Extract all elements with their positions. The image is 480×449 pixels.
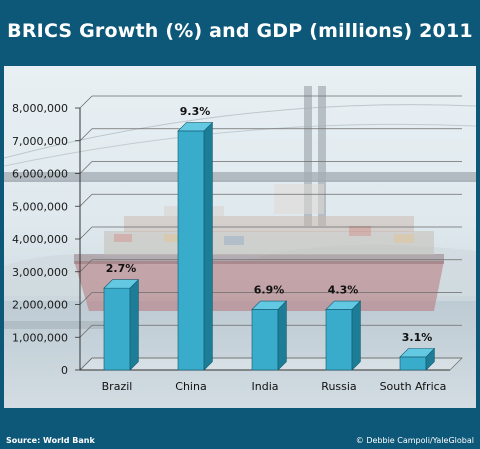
credit-note: © Debbie Campoli/YaleGlobal	[355, 436, 474, 445]
y-tick-label: 2,000,000	[12, 299, 68, 312]
data-label: 4.3%	[328, 283, 359, 296]
gridline-diagonal	[79, 226, 93, 240]
bar	[251, 309, 279, 371]
bar-side	[129, 279, 139, 371]
x-tick-label: India	[252, 380, 279, 393]
y-tick-label: 4,000,000	[12, 233, 68, 246]
gridline-diagonal	[79, 292, 93, 305]
y-tick-label: 6,000,000	[12, 168, 68, 181]
x-tick-label: China	[175, 380, 206, 393]
data-label: 6.9%	[254, 283, 285, 296]
chart-title: BRICS Growth (%) and GDP (millions) 2011	[7, 20, 473, 42]
chart-area: 0 1,000,000 2,000,000 3,000,000 4,000,000 5,0…	[3, 66, 477, 408]
data-label: 3.1%	[402, 331, 433, 344]
bar-top	[325, 300, 362, 310]
bar-top	[251, 300, 288, 310]
bar-south-africa: 3.1% South Africa	[380, 331, 447, 393]
bar-side	[351, 300, 361, 371]
gridline-diagonal	[79, 324, 93, 338]
y-axis: 0 1,000,000 2,000,000 3,000,000 4,000,000 5,0…	[12, 102, 450, 377]
x-tick-label: Russia	[321, 380, 356, 393]
gridline-diagonal	[79, 193, 93, 207]
y-tick-label: 8,000,000	[12, 102, 68, 115]
bar	[103, 287, 131, 371]
bar-top	[177, 122, 214, 132]
gridline-diagonal	[79, 95, 93, 109]
bar-side	[277, 300, 287, 371]
gridline-diagonal	[79, 357, 93, 371]
gridline-diagonal	[79, 128, 93, 142]
y-tick-label: 7,000,000	[12, 135, 68, 148]
bar-brazil: 2.7% Brazil	[102, 262, 140, 393]
x-tick-label: Brazil	[102, 380, 133, 393]
background-photo	[3, 66, 477, 408]
y-tick-label: 3,000,000	[12, 266, 68, 279]
bar-top	[103, 279, 140, 289]
bar-side	[203, 121, 213, 371]
data-label: 2.7%	[106, 262, 137, 275]
gridline-diagonal	[79, 259, 93, 273]
bar-china: 9.3% China	[175, 105, 214, 393]
y-tick-label: 1,000,000	[12, 331, 68, 344]
bar	[177, 130, 205, 371]
x-tick-label: South Africa	[380, 380, 447, 393]
source-note: Source: World Bank	[6, 436, 95, 445]
bar	[399, 356, 427, 371]
data-label: 9.3%	[180, 105, 211, 118]
bar-top	[399, 348, 436, 358]
bar-chart: 0 1,000,000 2,000,000 3,000,000 4,000,000 5,0…	[3, 66, 477, 408]
gridline-diagonal	[79, 161, 93, 174]
bar-russia: 4.3% Russia	[321, 283, 362, 393]
bar	[325, 309, 353, 371]
y-tick-label: 0	[61, 364, 68, 377]
bars: 2.7% Brazil 9.3% China 6.9% India 4.3% Russia 3.…	[102, 105, 447, 393]
y-tick-label: 5,000,000	[12, 200, 68, 213]
bar-india: 6.9% India	[251, 283, 288, 393]
